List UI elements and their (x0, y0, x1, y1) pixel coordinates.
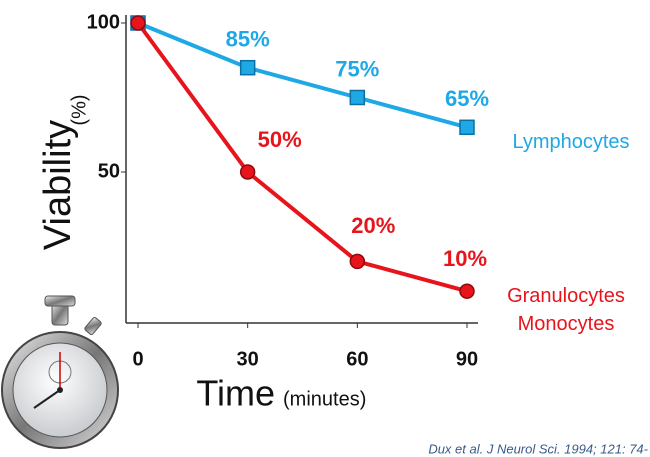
value-label: 85% (226, 27, 270, 52)
marker (131, 16, 145, 30)
marker (241, 165, 255, 179)
page: {"chart_data": {"type": "line", "y_label… (0, 0, 650, 457)
series-label: Lymphocytes (496, 128, 646, 156)
value-label: 65% (445, 86, 489, 111)
y-axis-label: Viability (37, 120, 79, 250)
series-label: Granulocytes Monocytes (500, 282, 632, 338)
marker (350, 254, 364, 268)
value-label: 20% (351, 213, 395, 238)
y-tick-label: 100 (87, 11, 120, 33)
source: Dux et al. J Neurol Sci. 1994; 121: 74- (428, 441, 648, 456)
marker (241, 61, 255, 75)
series-line (138, 23, 467, 291)
series-line (138, 23, 467, 127)
marker (350, 91, 364, 105)
x-tick-label: 30 (237, 348, 259, 370)
value-label: 50% (258, 127, 302, 152)
x-tick-label: 0 (132, 348, 143, 370)
value-label: 10% (443, 246, 487, 271)
y-tick-label: 50 (98, 160, 120, 182)
x-tick-label: 60 (346, 348, 368, 370)
x-tick-label: 90 (456, 348, 478, 370)
x-axis-unit: (minutes) (283, 388, 366, 410)
x-axis-label: Time (196, 373, 275, 414)
y-axis-unit: (%) (68, 94, 90, 125)
marker (460, 284, 474, 298)
value-label: 75% (335, 56, 379, 81)
chart: Viability (%) Time (minutes) Dux et al. … (0, 0, 650, 457)
marker (460, 120, 474, 134)
stopwatch-icon (2, 296, 118, 448)
